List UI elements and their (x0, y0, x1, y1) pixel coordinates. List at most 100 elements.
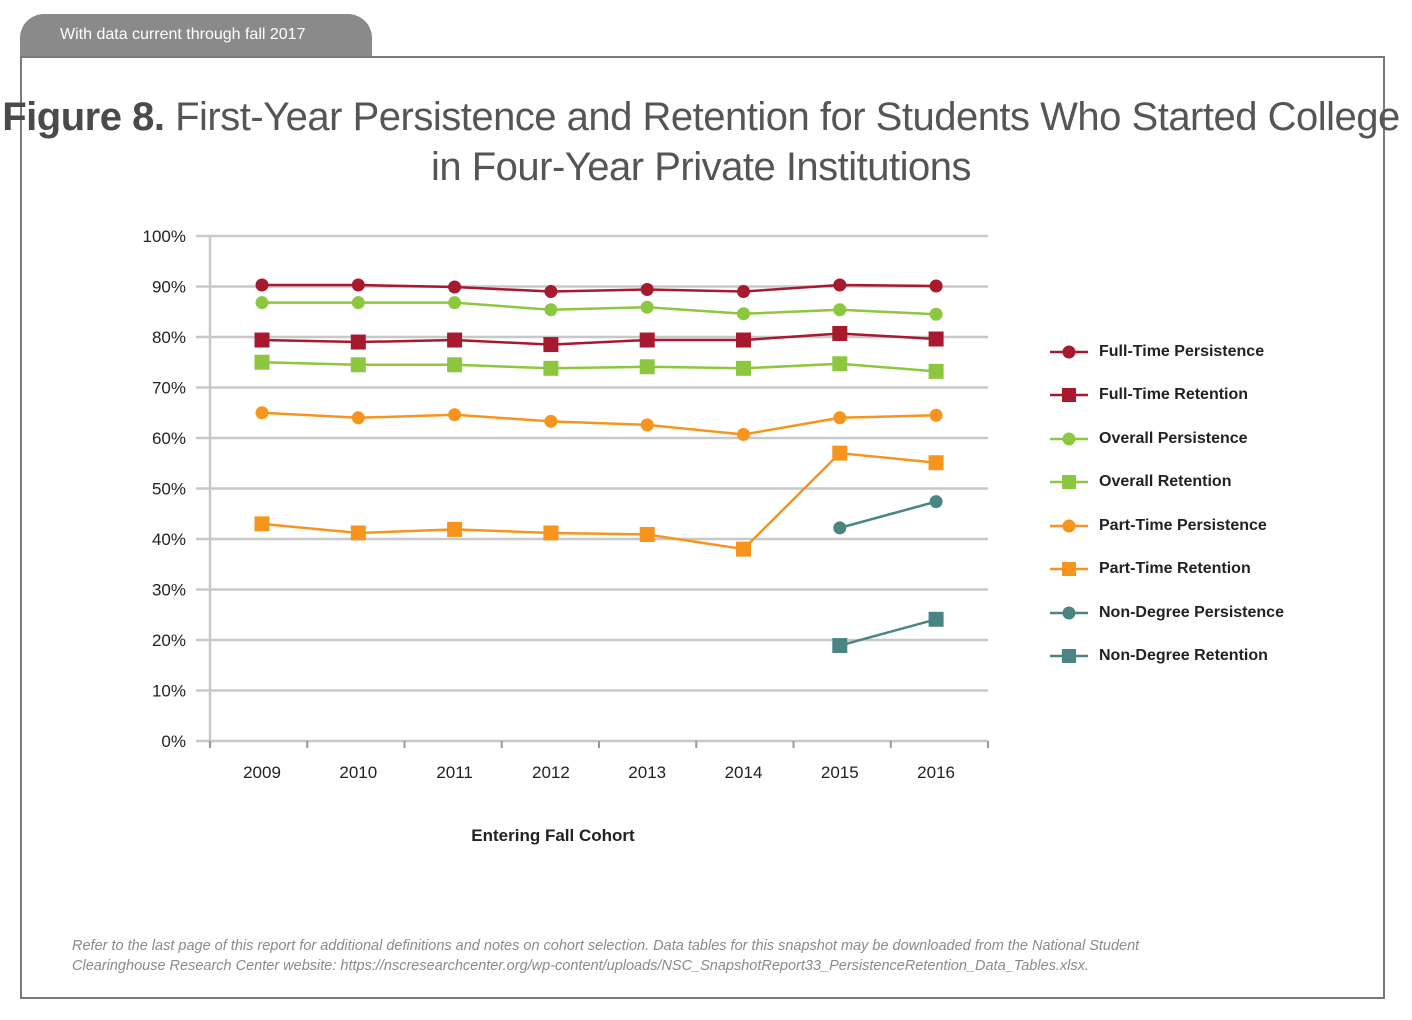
chart-legend: Full-Time Persistence Full-Time Retention… (1050, 330, 1310, 678)
legend-label: Non-Degree Retention (1099, 647, 1268, 665)
x-tick-label: 2012 (532, 763, 570, 782)
data-point-3 (543, 360, 559, 376)
data-point-2 (929, 307, 943, 321)
series-line-1 (261, 332, 937, 346)
data-point-1 (832, 325, 848, 341)
y-tick-label: 30% (152, 581, 186, 600)
x-tick-label: 2013 (628, 763, 666, 782)
legend-swatch (1050, 606, 1088, 620)
y-tick-label: 0% (161, 732, 186, 751)
data-point-5 (447, 521, 463, 537)
y-tick-label: 10% (152, 682, 186, 701)
data-point-1 (447, 332, 463, 348)
data-point-1 (350, 334, 366, 350)
data-currency-text: With data current through fall 2017 (60, 26, 306, 43)
data-point-5 (736, 541, 751, 557)
data-point-1 (639, 332, 655, 348)
legend-item: Non-Degree Persistence (1050, 591, 1310, 635)
data-point-4 (255, 406, 269, 420)
data-point-4 (640, 418, 654, 432)
legend-item: Overall Retention (1050, 461, 1310, 505)
data-point-2 (544, 303, 558, 317)
y-tick-label: 40% (152, 530, 186, 549)
legend-swatch (1050, 345, 1088, 359)
data-point-5 (639, 526, 655, 542)
data-point-0 (255, 278, 269, 292)
data-point-3 (254, 354, 270, 370)
data-point-0 (640, 283, 654, 297)
data-point-5 (832, 445, 848, 461)
legend-swatch (1050, 432, 1088, 446)
data-point-0 (544, 285, 558, 299)
data-point-5 (350, 525, 366, 541)
x-tick-label: 2011 (436, 763, 473, 782)
series-line-7 (839, 618, 937, 647)
x-tick-label: 2010 (339, 763, 377, 782)
series-line-2 (262, 301, 937, 316)
data-point-2 (833, 303, 847, 317)
y-tick-label: 90% (152, 278, 186, 297)
data-point-3 (736, 360, 751, 376)
data-point-7 (832, 638, 848, 654)
data-point-6 (929, 495, 943, 509)
data-point-0 (833, 278, 847, 292)
data-point-7 (928, 611, 944, 627)
data-point-1 (736, 332, 751, 348)
figure-title: Figure 8. First-Year Persistence and Ret… (0, 92, 1402, 192)
data-point-0 (737, 285, 750, 299)
data-point-3 (639, 359, 655, 375)
data-point-6 (833, 521, 847, 535)
figure-title-line1: First-Year Persistence and Retention for… (175, 95, 1400, 139)
data-point-1 (254, 332, 270, 348)
series-line-6 (839, 500, 937, 530)
legend-item: Overall Persistence (1050, 417, 1310, 461)
legend-item: Full-Time Persistence (1050, 330, 1310, 374)
footnote: Refer to the last page of this report fo… (72, 936, 1332, 976)
data-point-3 (447, 357, 463, 373)
data-point-4 (351, 411, 365, 425)
x-tick-label: 2016 (917, 763, 955, 782)
data-point-0 (448, 280, 462, 294)
x-tick-label: 2014 (725, 763, 763, 782)
data-point-4 (448, 408, 462, 422)
data-point-2 (640, 300, 654, 314)
figure-label: Figure 8. (2, 95, 165, 139)
x-tick-label: 2015 (821, 763, 859, 782)
data-point-2 (448, 296, 462, 310)
y-tick-label: 60% (152, 429, 186, 448)
legend-item: Part-Time Retention (1050, 548, 1310, 592)
series-line-4 (261, 411, 937, 436)
legend-swatch (1050, 649, 1088, 664)
data-point-5 (543, 525, 559, 541)
x-tick-label: 2009 (243, 763, 281, 782)
data-point-4 (737, 427, 750, 441)
figure-title-line2: in Four-Year Private Institutions (430, 145, 972, 189)
data-point-3 (928, 363, 944, 379)
legend-label: Full-Time Persistence (1099, 342, 1265, 360)
x-axis-title: Entering Fall Cohort (471, 826, 635, 845)
legend-label: Part-Time Persistence (1099, 516, 1267, 534)
legend-label: Part-Time Retention (1099, 560, 1251, 578)
figure-frame (20, 56, 1385, 999)
data-point-2 (737, 307, 750, 321)
footnote-line1: Refer to the last page of this report fo… (72, 938, 1140, 954)
legend-label: Non-Degree Persistence (1099, 603, 1284, 621)
y-tick-label: 80% (152, 328, 186, 347)
data-point-4 (544, 414, 558, 428)
data-point-0 (351, 278, 365, 292)
data-point-2 (351, 296, 365, 310)
legend-swatch (1050, 388, 1088, 403)
series-line-5 (261, 451, 937, 551)
data-point-0 (929, 279, 943, 293)
data-point-1 (543, 337, 559, 353)
data-point-3 (832, 356, 848, 372)
legend-label: Overall Retention (1099, 473, 1232, 491)
y-tick-label: 100% (143, 227, 186, 246)
data-point-3 (350, 357, 366, 373)
legend-item: Part-Time Persistence (1050, 504, 1310, 548)
data-point-4 (929, 408, 943, 422)
legend-swatch (1050, 562, 1088, 577)
footnote-line2: Clearinghouse Research Center website: h… (72, 958, 1089, 974)
